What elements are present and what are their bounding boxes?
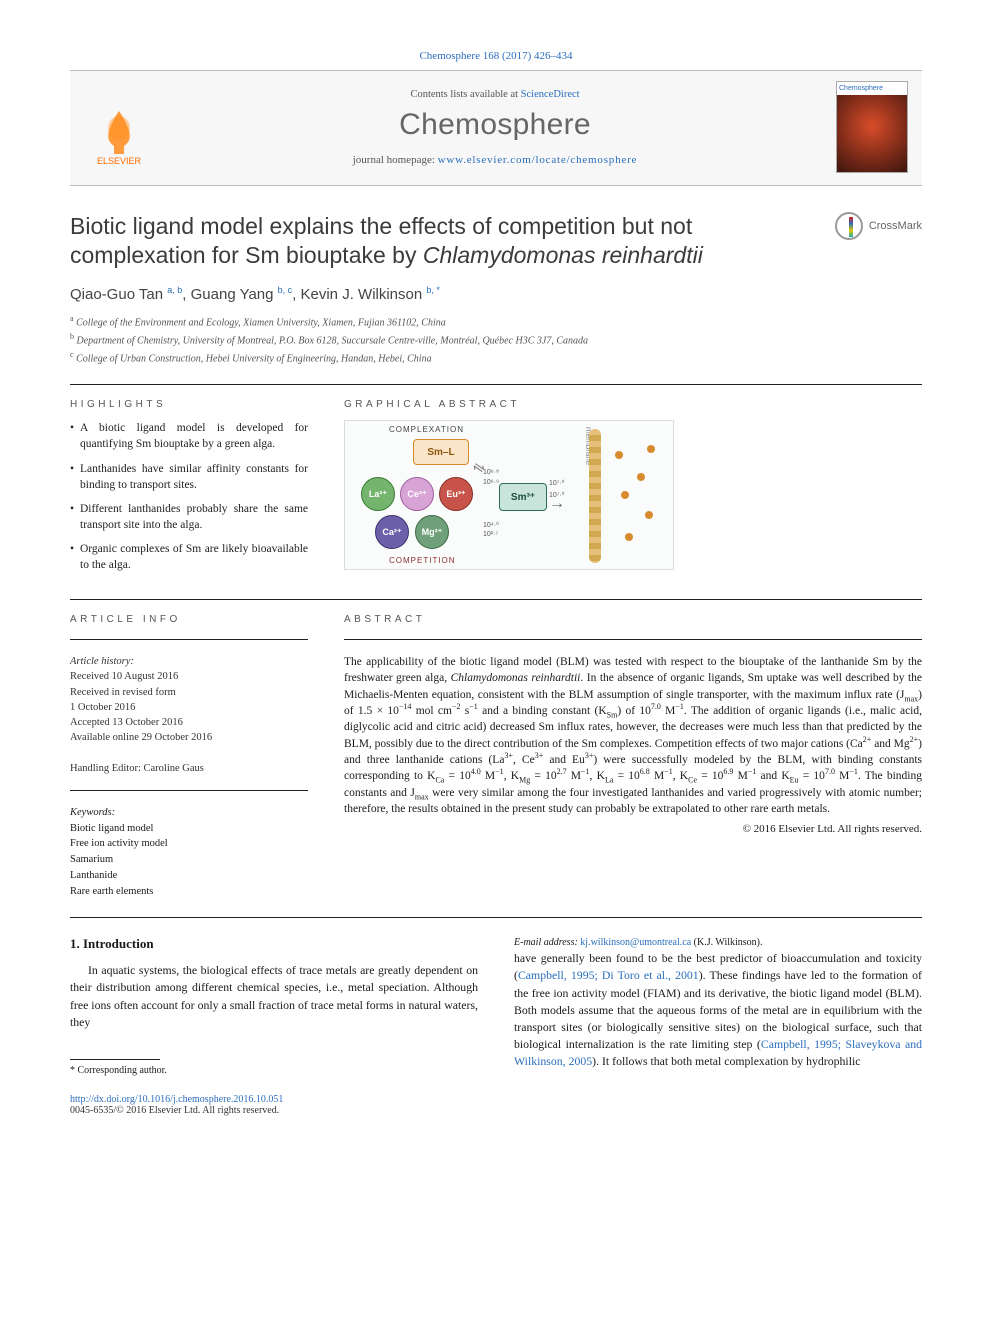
ga-ion-ca: Ca²⁺ (375, 515, 409, 549)
article-info-heading: ARTICLE INFO (70, 614, 308, 625)
highlight-item: Different lanthanides probably share the… (70, 501, 308, 533)
received-date: Received 10 August 2016 (70, 671, 178, 682)
keyword: Biotic ligand model (70, 823, 153, 834)
crossmark-widget[interactable]: CrossMark (835, 212, 922, 240)
intro-para-1: In aquatic systems, the biological effec… (70, 962, 478, 1030)
sciencedirect-link[interactable]: ScienceDirect (521, 89, 580, 100)
publisher-logo: ELSEVIER (84, 88, 154, 166)
publisher-logo-text: ELSEVIER (97, 156, 141, 166)
corresponding-email-link[interactable]: kj.wilkinson@umontreal.ca (580, 937, 691, 948)
affiliation: a College of the Environment and Ecology… (70, 313, 922, 331)
article-title: Biotic ligand model explains the effects… (70, 212, 815, 271)
ga-complexation-label: COMPLEXATION (389, 425, 464, 434)
ga-ion-la: La³⁺ (361, 477, 395, 511)
graphical-abstract: COMPLEXATIONCOMPETITIONmembraneSm–LSm³⁺⇌… (344, 420, 674, 570)
issn-copyright: 0045-6535/© 2016 Elsevier Ltd. All right… (70, 1105, 279, 1116)
ga-particle (621, 491, 629, 499)
ga-binding-value: 10⁶·⁹ (483, 479, 499, 486)
online-date: Available online 29 October 2016 (70, 732, 212, 743)
ga-binding-value: 10⁷·⁰ (549, 479, 564, 487)
contents-line: Contents lists available at ScienceDirec… (164, 89, 826, 100)
ga-ion-eu: Eu³⁺ (439, 477, 473, 511)
homepage-line: journal homepage: www.elsevier.com/locat… (164, 154, 826, 166)
abstract-heading: ABSTRACT (344, 614, 922, 625)
highlight-item: Lanthanides have similar affinity consta… (70, 461, 308, 493)
author-list: Qiao-Guo Tan a, b, Guang Yang b, c, Kevi… (70, 285, 922, 303)
graphical-abstract-heading: GRAPHICAL ABSTRACT (344, 399, 922, 410)
highlight-item: Organic complexes of Sm are likely bioav… (70, 541, 308, 573)
homepage-prefix: journal homepage: (353, 154, 438, 166)
elsevier-tree-icon (94, 106, 144, 156)
intro-para-2: have generally been found to be the best… (514, 950, 922, 1070)
abstract-body: The applicability of the biotic ligand m… (344, 654, 922, 817)
ga-binding-value: 10²·⁷ (483, 531, 498, 538)
highlights-heading: HIGHLIGHTS (70, 399, 308, 410)
ga-sml-box: Sm–L (413, 439, 469, 465)
accepted-date: Accepted 13 October 2016 (70, 717, 183, 728)
keyword: Samarium (70, 854, 113, 865)
history-label: Article history: (70, 656, 134, 667)
highlight-item: A biotic ligand model is developed for q… (70, 420, 308, 452)
page-footer: http://dx.doi.org/10.1016/j.chemosphere.… (70, 1094, 922, 1116)
affiliation: c College of Urban Construction, Hebei U… (70, 349, 922, 367)
ga-binding-value: 10⁶·⁸ (483, 469, 499, 476)
doi-link[interactable]: http://dx.doi.org/10.1016/j.chemosphere.… (70, 1094, 283, 1105)
keywords-label: Keywords: (70, 807, 115, 818)
ga-binding-value: 10⁴·⁰ (483, 521, 499, 529)
ga-particle (645, 511, 653, 519)
ga-particle (647, 445, 655, 453)
ga-particle (625, 533, 633, 541)
ga-particle (637, 473, 645, 481)
ga-membrane (589, 429, 601, 563)
crossmark-label: CrossMark (869, 220, 922, 232)
abstract-copyright: © 2016 Elsevier Ltd. All rights reserved… (344, 823, 922, 835)
top-citation: Chemosphere 168 (2017) 426–434 (70, 50, 922, 62)
cover-image (837, 95, 907, 172)
article-history: Article history: Received 10 August 2016… (70, 654, 308, 776)
ga-particle (615, 451, 623, 459)
revised-date: 1 October 2016 (70, 702, 135, 713)
ga-ion-mg: Mg²⁺ (415, 515, 449, 549)
keywords-block: Keywords: Biotic ligand model Free ion ac… (70, 805, 308, 900)
affiliations: a College of the Environment and Ecology… (70, 313, 922, 366)
intro-heading: 1. Introduction (70, 936, 478, 952)
email-label: E-mail address: (514, 937, 580, 948)
journal-cover-thumb: Chemosphere (836, 81, 908, 173)
revised-label: Received in revised form (70, 687, 176, 698)
journal-header: ELSEVIER Contents lists available at Sci… (70, 70, 922, 186)
ga-sm-box: Sm³⁺ (499, 483, 547, 511)
highlights-list: A biotic ligand model is developed for q… (70, 420, 308, 573)
keyword: Free ion activity model (70, 838, 168, 849)
crossmark-icon (835, 212, 863, 240)
affiliation: b Department of Chemistry, University of… (70, 331, 922, 349)
journal-name: Chemosphere (164, 108, 826, 142)
ga-ion-ce: Ce³⁺ (400, 477, 434, 511)
keyword: Lanthanide (70, 870, 117, 881)
contents-prefix: Contents lists available at (410, 89, 520, 100)
keyword: Rare earth elements (70, 886, 153, 897)
email-suffix: (K.J. Wilkinson). (691, 937, 762, 948)
handling-editor: Handling Editor: Caroline Gaus (70, 763, 204, 774)
cover-label: Chemosphere (837, 82, 907, 95)
ga-competition-label: COMPETITION (389, 556, 456, 565)
ga-arrow-icon: → (549, 495, 565, 513)
corresponding-author-label: * Corresponding author. (70, 1064, 478, 1078)
journal-homepage-link[interactable]: www.elsevier.com/locate/chemosphere (438, 154, 638, 166)
